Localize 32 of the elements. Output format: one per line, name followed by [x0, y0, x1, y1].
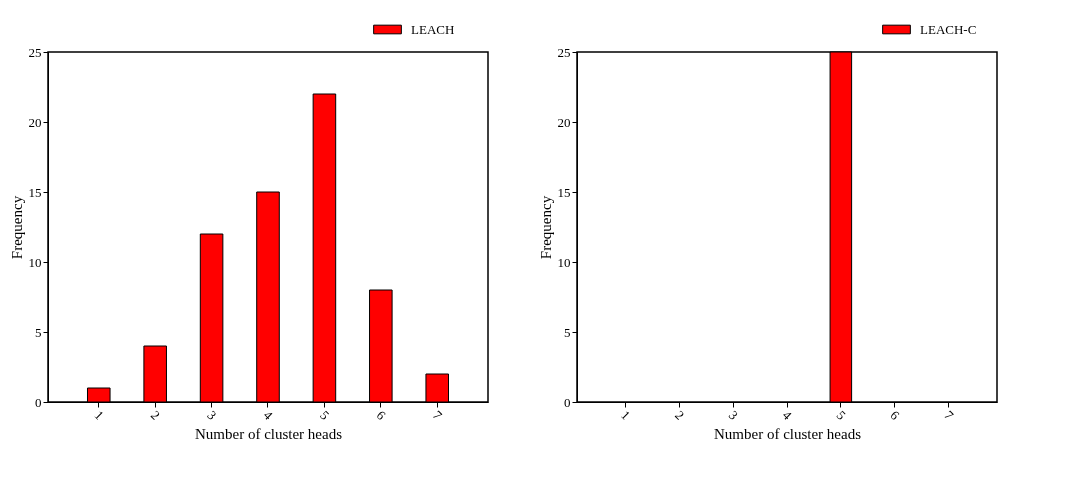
x-tick-label: 6	[373, 407, 390, 424]
x-tick-label: 4	[779, 407, 796, 424]
x-tick-label: 4	[260, 407, 277, 424]
y-tick-label: 5	[35, 324, 42, 340]
x-tick-label: 2	[147, 407, 164, 423]
x-axis-title: Number of cluster heads	[713, 425, 862, 442]
legend-label: LEACH	[411, 21, 455, 37]
x-tick-label: 2	[672, 407, 688, 423]
y-tick-label: 0	[35, 394, 42, 410]
y-tick-label: 20	[557, 114, 571, 130]
y-tick-label: 15	[557, 184, 571, 200]
y-tick-label: 10	[557, 254, 571, 270]
y-tick-label: 5	[564, 324, 571, 340]
y-axis-title: Frequency	[537, 195, 554, 260]
x-tick-label: 1	[618, 407, 634, 423]
y-tick-label: 25	[557, 44, 571, 60]
y-tick-label: 20	[28, 114, 42, 130]
x-tick-label: 1	[91, 407, 107, 423]
x-axis-title: Number of cluster heads	[194, 425, 343, 442]
x-tick-label: 3	[725, 407, 742, 423]
x-tick-label: 5	[833, 407, 849, 423]
y-axis-title: Frequency	[8, 195, 25, 260]
x-tick-label: 5	[317, 407, 333, 423]
y-tick-label: 10	[28, 254, 42, 270]
x-tick-label: 7	[941, 407, 957, 424]
y-tick-label: 25	[28, 44, 42, 60]
legend-label: LEACH-C	[920, 21, 977, 37]
x-tick-label: 7	[429, 407, 446, 424]
y-tick-label: 0	[564, 394, 571, 410]
x-tick-label: 3	[204, 407, 220, 423]
x-tick-label: 6	[887, 407, 903, 424]
y-tick-label: 15	[28, 184, 42, 200]
